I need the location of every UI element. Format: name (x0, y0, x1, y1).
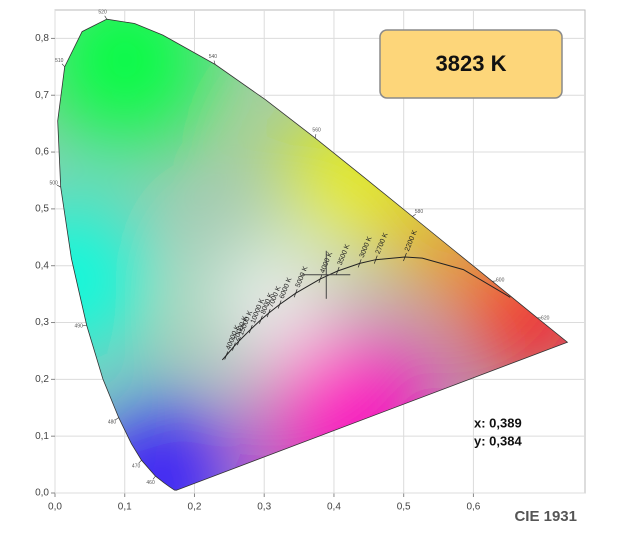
wavelength-label: 460 (146, 480, 155, 486)
cct-value: 3823 K (436, 51, 507, 76)
x-tick-label: 0,2 (188, 502, 202, 513)
y-tick-label: 0,7 (35, 90, 49, 101)
x-tick-label: 0,1 (118, 502, 132, 513)
wavelength-tick (314, 134, 317, 139)
x-readout: x: 0,389 (474, 415, 522, 430)
y-tick-label: 0,1 (35, 431, 49, 442)
y-tick-label: 0,3 (35, 317, 49, 328)
cct-tick (373, 255, 378, 264)
wavelength-tick (213, 60, 216, 65)
wavelength-label: 470 (132, 463, 141, 469)
spectral-locus (57, 18, 569, 491)
caption: CIE 1931 (514, 508, 577, 525)
cct-tick (248, 325, 253, 334)
x-tick-label: 0,3 (257, 502, 271, 513)
wavelength-tick (138, 459, 142, 464)
x-tick-label: 0,0 (48, 502, 62, 513)
x-tick-label: 0,5 (397, 502, 411, 513)
wavelength-label: 490 (75, 323, 84, 329)
wavelength-label: 510 (55, 58, 64, 64)
cct-tick (293, 289, 298, 298)
wavelength-label: 500 (49, 181, 58, 187)
wavelength-label: 480 (108, 419, 117, 425)
cct-tick (318, 274, 323, 284)
y-tick-label: 0,6 (35, 147, 49, 158)
wavelength-tick (115, 417, 119, 421)
cct-tick (357, 259, 362, 268)
cct-tick (237, 336, 241, 346)
wavelength-tick (57, 184, 61, 188)
x-tick-label: 0,4 (327, 502, 341, 513)
cct-tick (277, 300, 282, 309)
wavelength-label: 540 (209, 54, 218, 60)
cct-tick (335, 266, 340, 276)
y-tick-label: 0,0 (35, 488, 49, 499)
wavelength-label: 560 (312, 128, 321, 134)
cct-tick (266, 308, 271, 318)
cct-tick (224, 351, 229, 360)
y-tick-label: 0,8 (35, 33, 49, 44)
wavelength-tick (152, 475, 156, 480)
y-tick-label: 0,4 (35, 260, 49, 271)
wavelength-tick (412, 213, 416, 217)
x-tick-label: 0,6 (466, 502, 480, 513)
wavelength-tick (104, 15, 108, 20)
cct-tick (259, 315, 263, 324)
wavelength-label: 580 (415, 209, 424, 215)
cct-tick (232, 342, 236, 351)
y-tick-label: 0,2 (35, 374, 49, 385)
y-tick-label: 0,5 (35, 204, 49, 215)
cct-tick (403, 252, 407, 262)
wavelength-label: 600 (496, 278, 505, 284)
y-readout: y: 0,384 (474, 433, 522, 448)
wavelength-label: 520 (98, 10, 107, 16)
cct-box (379, 29, 563, 99)
wavelength-tick (61, 63, 65, 67)
wavelength-label: 620 (541, 316, 550, 322)
